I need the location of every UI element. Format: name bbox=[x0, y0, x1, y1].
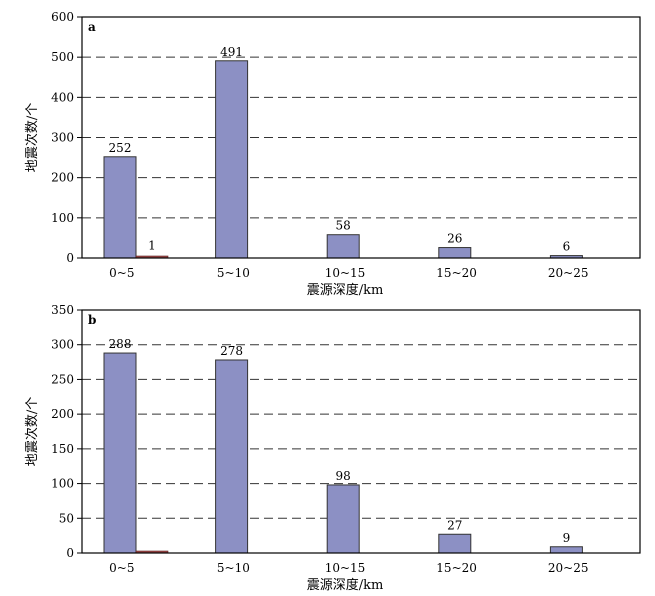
bar-primary bbox=[549, 546, 583, 554]
y-tick-label: 350 bbox=[51, 303, 74, 317]
y-tick-label: 150 bbox=[51, 442, 74, 456]
x-tick-label: 15~20 bbox=[436, 561, 477, 575]
y-tick-label: 0 bbox=[66, 546, 74, 560]
bar-value-label: 288 bbox=[109, 337, 132, 351]
y-tick-label: 0 bbox=[66, 251, 74, 265]
y-tick-label: 500 bbox=[51, 50, 74, 64]
y-tick-label: 400 bbox=[51, 90, 74, 104]
bar-primary bbox=[326, 234, 360, 259]
y-axis-title: 地震次数/个 bbox=[24, 103, 40, 172]
bar-primary bbox=[438, 247, 472, 259]
y-tick-label: 50 bbox=[59, 511, 74, 525]
x-tick-label: 20~25 bbox=[548, 561, 589, 575]
bar-primary bbox=[103, 352, 137, 554]
x-tick-label: 20~25 bbox=[548, 266, 589, 280]
bar-value-label: 278 bbox=[220, 344, 243, 358]
plot-frame bbox=[81, 309, 641, 554]
bar-primary bbox=[215, 60, 249, 259]
y-tick-label: 300 bbox=[51, 338, 74, 352]
panel-label: b bbox=[88, 313, 96, 327]
x-tick-label: 15~20 bbox=[436, 266, 477, 280]
x-tick-label: 10~15 bbox=[325, 266, 366, 280]
y-tick-label: 600 bbox=[51, 10, 74, 24]
x-axis-title: 震源深度/km bbox=[307, 577, 384, 593]
bar-value-label: 252 bbox=[109, 141, 132, 155]
bar-value-label: 98 bbox=[336, 469, 351, 483]
bar-value-label: 26 bbox=[447, 232, 462, 246]
chart-panel-a: 0 100 200 300 400 500 600 252 1 0~5 491 5~10 58 10~15… bbox=[24, 10, 641, 298]
y-tick-label: 300 bbox=[51, 131, 74, 145]
bar-value-label: 491 bbox=[220, 45, 243, 59]
y-tick-label: 200 bbox=[51, 407, 74, 421]
y-tick-label: 100 bbox=[51, 477, 74, 491]
bar-primary bbox=[215, 359, 249, 554]
bar-value-label: 9 bbox=[563, 531, 571, 545]
y-tick-label: 250 bbox=[51, 372, 74, 386]
x-tick-label: 0~5 bbox=[109, 561, 134, 575]
y-tick-label: 200 bbox=[51, 171, 74, 185]
plot-frame bbox=[81, 16, 641, 259]
x-tick-label: 0~5 bbox=[109, 266, 134, 280]
panel-label: a bbox=[88, 20, 96, 34]
chart-panel-b: 0 50 100 150 200 250 300 350 288 0~5 278 5~10 98 10~1… bbox=[24, 303, 641, 593]
y-axis-title: 地震次数/个 bbox=[24, 397, 40, 466]
bar-primary bbox=[326, 484, 360, 554]
bar-value-label: 58 bbox=[336, 219, 351, 233]
x-tick-label: 5~10 bbox=[217, 266, 250, 280]
y-tick-label: 100 bbox=[51, 211, 74, 225]
bar-primary bbox=[438, 533, 472, 554]
x-axis-title: 震源深度/km bbox=[307, 282, 384, 298]
bar-value-label: 6 bbox=[563, 240, 571, 254]
bar-secondary-value-label: 1 bbox=[148, 239, 156, 253]
bar-primary bbox=[103, 156, 137, 259]
bar-value-label: 27 bbox=[447, 518, 462, 532]
x-tick-label: 10~15 bbox=[325, 561, 366, 575]
x-tick-label: 5~10 bbox=[217, 561, 250, 575]
